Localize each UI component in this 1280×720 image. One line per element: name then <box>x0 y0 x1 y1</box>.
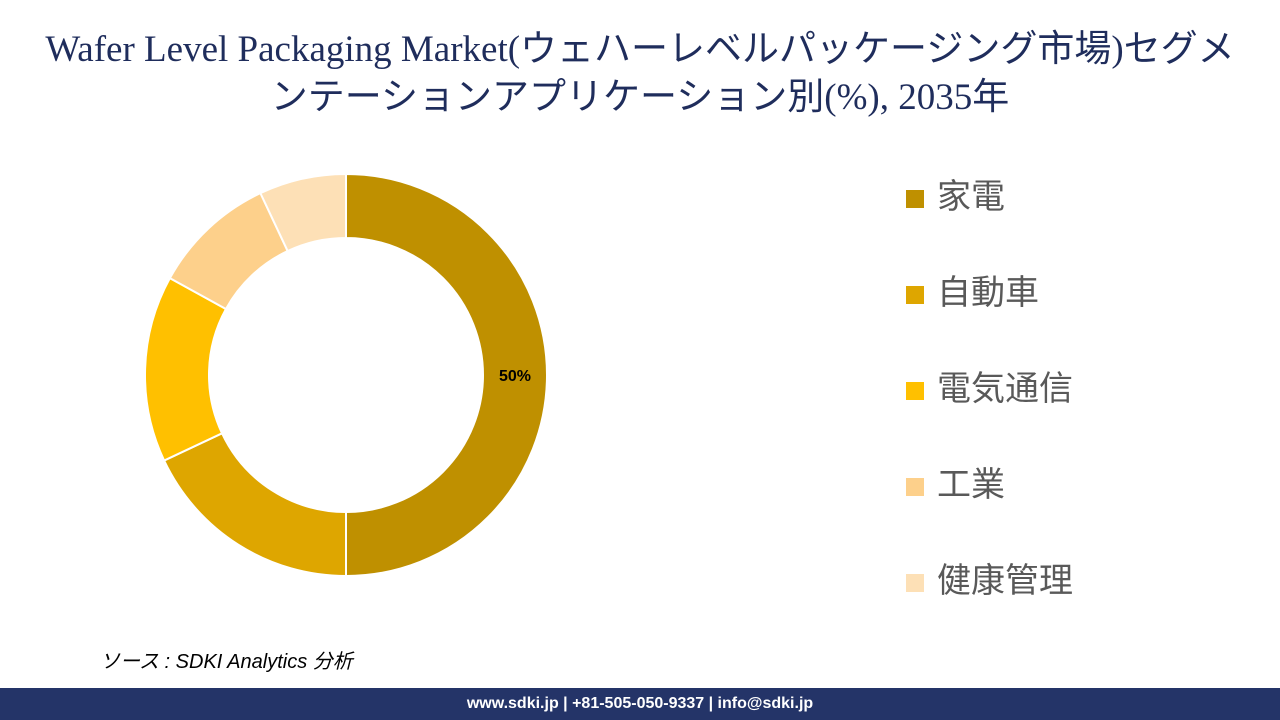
legend-swatch <box>906 190 924 208</box>
legend-label: 電気通信 <box>937 370 1073 408</box>
donut-slice <box>345 172 548 578</box>
legend-label: 工業 <box>937 466 1005 504</box>
legend-swatch <box>906 286 924 304</box>
legend-label: 自動車 <box>937 274 1039 312</box>
legend-label: 家電 <box>937 178 1005 216</box>
legend-swatch <box>906 382 924 400</box>
data-label: 50% <box>499 368 531 385</box>
legend-swatch <box>906 478 924 496</box>
chart-title: Wafer Level Packaging Market(ウェハーレベルパッケー… <box>45 29 1235 118</box>
donut-slice <box>259 172 347 253</box>
footer: www.sdki.jp | +81-505-050-9337 | info@sd… <box>0 688 1280 720</box>
source-note: ソース : SDKI Analytics 分析 <box>100 651 353 673</box>
legend-label: 健康管理 <box>937 562 1073 600</box>
donut-slice <box>144 276 228 462</box>
legend-swatch <box>906 574 924 592</box>
donut-slice <box>162 432 347 578</box>
